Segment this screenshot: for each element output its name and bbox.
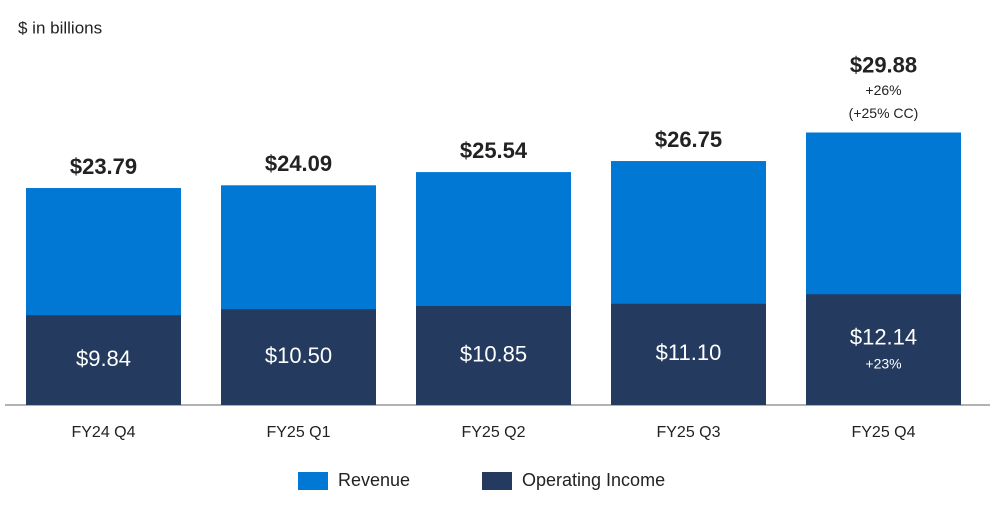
legend-label: Operating Income xyxy=(522,470,665,490)
x-tick-label: FY25 Q3 xyxy=(656,424,720,441)
x-tick-label: FY25 Q1 xyxy=(266,424,330,441)
bar xyxy=(416,306,571,405)
subtitle: $ in billions xyxy=(18,18,102,37)
value-label: $9.84 xyxy=(76,346,131,371)
value-label: $25.54 xyxy=(460,138,528,163)
bar xyxy=(221,309,376,405)
x-tick-label: FY24 Q4 xyxy=(71,424,135,441)
value-note: +26% xyxy=(865,82,901,98)
bar xyxy=(611,303,766,405)
legend-label: Revenue xyxy=(338,470,410,490)
value-label: $11.10 xyxy=(656,340,722,365)
x-tick-label: FY25 Q4 xyxy=(851,424,915,441)
value-label: $10.50 xyxy=(265,343,332,368)
value-label: $23.79 xyxy=(70,154,137,179)
value-label: $29.88 xyxy=(850,52,917,77)
legend-swatch xyxy=(482,472,512,490)
bar xyxy=(806,294,961,405)
legend-swatch xyxy=(298,472,328,490)
value-note: +23% xyxy=(865,355,901,371)
value-label: $10.85 xyxy=(460,341,527,366)
bar xyxy=(26,315,181,405)
value-label: $26.75 xyxy=(655,127,722,152)
value-label: $12.14 xyxy=(850,324,917,349)
value-note: (+25% CC) xyxy=(849,105,919,121)
x-tick-label: FY25 Q2 xyxy=(461,424,525,441)
value-label: $24.09 xyxy=(265,151,332,176)
